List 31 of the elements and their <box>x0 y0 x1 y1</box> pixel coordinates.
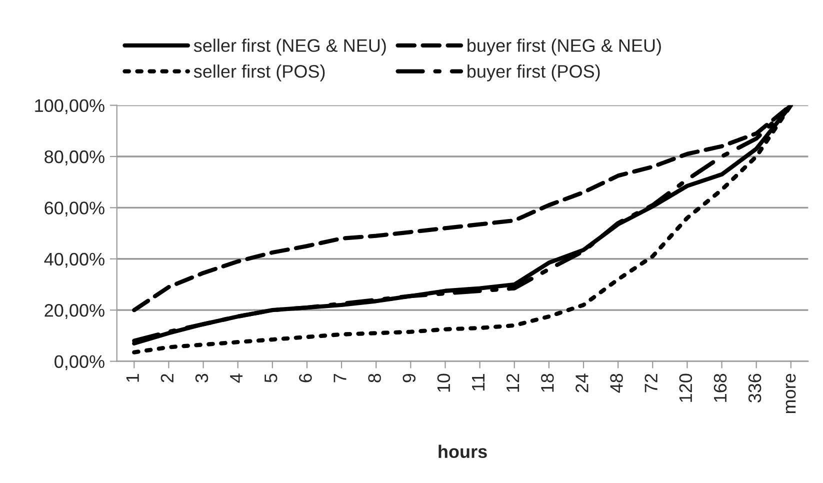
y-tick-label: 100,00% <box>35 99 104 114</box>
y-tick-label: 60,00% <box>44 202 104 217</box>
legend-label: buyer first (POS) <box>468 64 600 82</box>
y-tick-label: 80,00% <box>44 150 104 166</box>
x-tick-label: 11 <box>472 374 484 390</box>
legend-label: buyer first (NEG & NEU) <box>468 38 661 56</box>
x-tick-label: 1 <box>126 374 139 382</box>
x-tick-label: 6 <box>299 374 312 382</box>
x-tick-label: 72 <box>644 374 658 392</box>
x-tick-label: 336 <box>748 374 762 403</box>
x-axis-title: hours <box>438 444 487 458</box>
legend-label: seller first (NEG & NEU) <box>194 38 386 56</box>
y-tick-label: 0,00% <box>54 355 104 370</box>
x-tick-label: 10 <box>437 374 450 392</box>
x-tick-label: more <box>786 374 796 414</box>
x-tick-label: 120 <box>679 374 692 402</box>
x-tick-label: 7 <box>334 374 346 382</box>
x-tick-label: 5 <box>264 374 278 382</box>
x-tick-label: 9 <box>402 374 416 382</box>
y-tick-label: 20,00% <box>44 304 104 319</box>
x-tick-label: 3 <box>195 374 208 382</box>
x-tick-label: 168 <box>714 374 727 402</box>
x-tick-label: 18 <box>541 374 554 392</box>
x-tick-label: 12 <box>506 374 520 392</box>
x-tick-label: 2 <box>160 374 174 382</box>
legend-label: seller first (POS) <box>194 64 325 82</box>
x-tick-label: 8 <box>368 374 381 382</box>
x-tick-label: 4 <box>230 374 243 383</box>
x-tick-label: 24 <box>576 374 588 392</box>
y-tick-label: 40,00% <box>44 252 104 268</box>
x-tick-label: 48 <box>610 374 623 393</box>
